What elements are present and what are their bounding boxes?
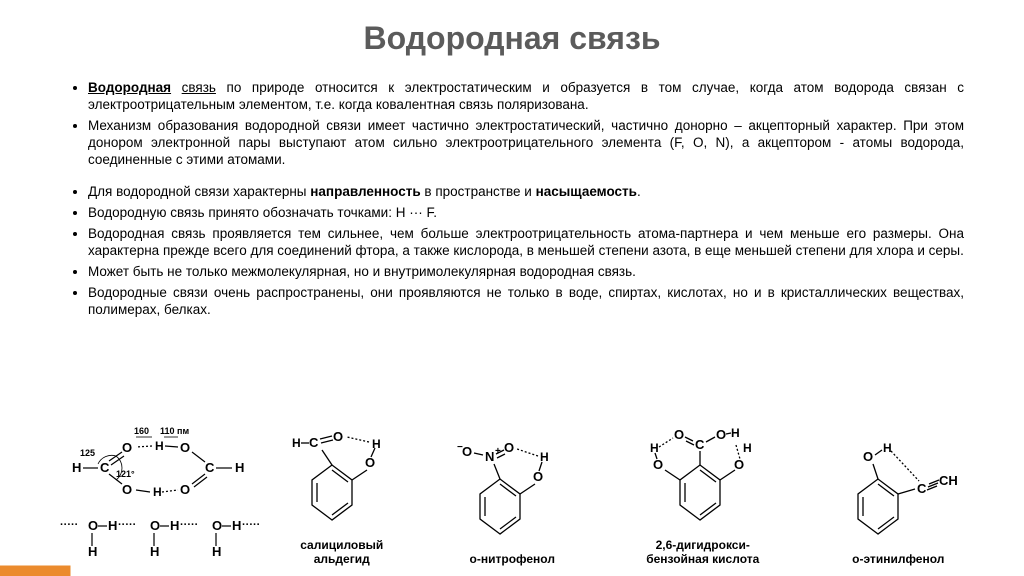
svg-text:H: H — [731, 426, 740, 440]
content-block: Водородная связь по природе относится к … — [70, 80, 964, 323]
svg-text:H: H — [212, 544, 221, 559]
bullet-7: Водородные связи очень распространены, о… — [88, 285, 964, 319]
svg-text:O: O — [212, 518, 222, 533]
bullet-6: Может быть не только межмолекулярная, но… — [88, 264, 964, 281]
svg-text:H: H — [155, 439, 164, 453]
svg-text:O: O — [150, 518, 160, 533]
svg-text:H: H — [292, 436, 301, 450]
svg-text:H: H — [883, 441, 892, 455]
svg-text:O: O — [504, 440, 514, 455]
svg-text:H: H — [108, 518, 117, 533]
bullet-5: Водородная связь проявляется тем сильнее… — [88, 226, 964, 260]
svg-text:O: O — [716, 427, 726, 442]
svg-text:O: O — [180, 482, 190, 497]
bullet-4: Водородную связь принято обозначать точк… — [88, 205, 964, 222]
right-structures: O C O H H — [266, 425, 984, 566]
svg-text:O: O — [462, 444, 472, 459]
svg-text:O: O — [734, 457, 744, 472]
svg-text:H: H — [650, 441, 659, 455]
svg-text:H: H — [372, 437, 381, 451]
label-125: 125 — [80, 448, 95, 458]
svg-text:C: C — [205, 460, 215, 475]
svg-text:H: H — [72, 460, 81, 475]
svg-text:·····: ····· — [242, 519, 260, 531]
svg-text:O: O — [122, 440, 132, 455]
page-title: Водородная связь — [0, 20, 1024, 57]
label-121: 121° — [116, 469, 135, 479]
svg-text:·····: ····· — [180, 519, 198, 531]
svg-text:−: − — [457, 442, 463, 453]
svg-text:O: O — [122, 482, 132, 497]
svg-text:O: O — [333, 429, 343, 444]
mol-ethynyl: O H C CH — [833, 439, 963, 566]
formic-acid-dimer: C C H H O O H O O — [60, 422, 260, 502]
svg-text:·····: ····· — [118, 519, 136, 531]
label-110: 110 пм — [160, 426, 189, 436]
svg-text:O: O — [180, 440, 190, 455]
svg-text:H: H — [540, 450, 549, 464]
svg-text:H: H — [150, 544, 159, 559]
svg-text:O: O — [653, 457, 663, 472]
svg-text:H: H — [232, 518, 241, 533]
water-chain: ····· O H H ····· O H H — [60, 506, 290, 566]
svg-text:O: O — [863, 449, 873, 464]
accent-corner — [0, 546, 90, 576]
left-structures: C C H H O O H O O — [60, 422, 260, 566]
svg-text:CH: CH — [939, 473, 958, 488]
caption-ethynyl: о-этинилфенол — [852, 552, 944, 566]
caption-dihydroxy: 2,6-дигидрокси-бензойная кислота — [646, 538, 759, 566]
label-160: 160 — [134, 426, 149, 436]
svg-text:O: O — [88, 518, 98, 533]
svg-text:C: C — [100, 460, 110, 475]
mol-nitro: N + O O − O H — [452, 439, 572, 566]
slide: Водородная связь Водородная связь по при… — [0, 0, 1024, 576]
bullet-3: Для водородной связи характерны направле… — [88, 184, 964, 201]
svg-text:C: C — [917, 481, 927, 496]
svg-text:C: C — [695, 437, 705, 452]
bullet-2: Механизм образования водородной связи им… — [88, 118, 964, 169]
svg-text:·····: ····· — [60, 519, 78, 531]
svg-text:N: N — [485, 449, 494, 464]
bullet-1: Водородная связь по природе относится к … — [88, 80, 964, 114]
diagrams-row: C C H H O O H O O — [60, 411, 984, 566]
svg-text:O: O — [365, 455, 375, 470]
svg-text:O: O — [674, 427, 684, 442]
svg-text:H: H — [153, 485, 162, 499]
mol-dihydroxy: C O O H O H — [628, 425, 778, 566]
mol-salicyl: O C O H H — [287, 425, 397, 566]
svg-text:H: H — [170, 518, 179, 533]
svg-text:H: H — [235, 460, 244, 475]
svg-text:C: C — [309, 435, 319, 450]
svg-text:O: O — [533, 469, 543, 484]
caption-nitro: о-нитрофенол — [470, 552, 555, 566]
caption-salicyl: салициловыйальдегид — [300, 538, 383, 566]
